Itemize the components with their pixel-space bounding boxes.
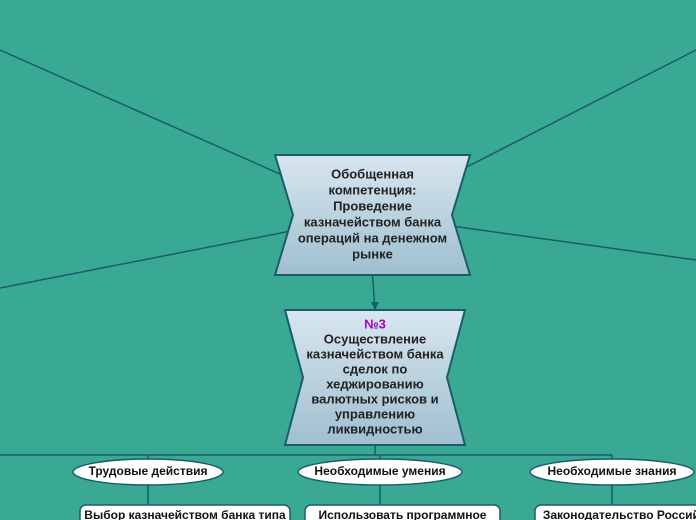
child-node-3-text: ликвидностью <box>327 421 422 436</box>
root-node-text: рынке <box>352 246 393 261</box>
mindmap-canvas: Обобщеннаякомпетенция:Проведениеказначей… <box>0 0 696 520</box>
child-node-3-text: валютных рисков и <box>311 391 438 406</box>
leaf-node-1-label: Выбор казначейством банка типа <box>84 508 286 520</box>
root-node-text: операций на денежном <box>298 230 447 245</box>
root-node-text: Обобщенная <box>331 166 414 181</box>
category-ellipse-2-label: Необходимые умения <box>314 464 445 478</box>
child-node-3-text: сделок по <box>343 361 408 376</box>
leaf-node-2-label: Использовать программное <box>319 508 487 520</box>
category-ellipse-3-label: Необходимые знания <box>548 464 677 478</box>
root-node-text: Проведение <box>333 198 412 213</box>
child-node-3-number: №3 <box>364 316 386 331</box>
child-node-3-text: Осуществление <box>324 331 426 346</box>
child-node-3-text: казначейством банка <box>306 346 444 361</box>
category-ellipse-1-label: Трудовые действия <box>89 464 208 478</box>
child-node-3-text: управлению <box>335 406 415 421</box>
root-node-text: казначейством банка <box>304 214 442 229</box>
root-node-text: компетенция: <box>329 182 417 197</box>
leaf-node-3-label: Законодательство Российской <box>543 508 696 520</box>
child-node-3-text: хеджированию <box>326 376 423 391</box>
